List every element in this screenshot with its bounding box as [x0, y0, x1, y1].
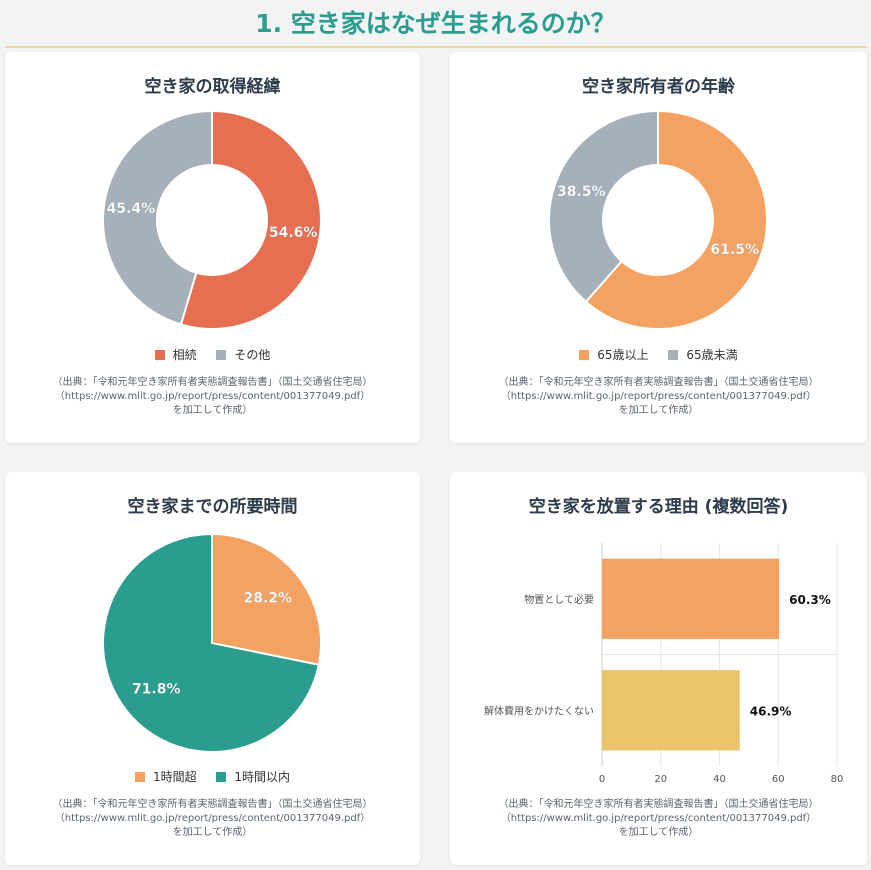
chart-title: 空き家所有者の年齢 — [582, 77, 735, 97]
slice-data-label: 71.8% — [132, 682, 181, 698]
legend-item[interactable]: 1時間超 — [134, 768, 197, 785]
x-tick-label: 0 — [599, 774, 605, 785]
slice-data-label: 61.5% — [710, 242, 759, 258]
bar[interactable] — [602, 670, 740, 751]
legend-item[interactable]: その他 — [216, 346, 270, 363]
source-line: （https://www.mlit.go.jp/report/press/con… — [500, 391, 817, 402]
donut-chart-acquisition: 54.6% 45.4% — [102, 109, 322, 330]
source-line: （出典：「令和元年空き家所有者実態調査報告書」（国土交通省住宅局） — [52, 377, 373, 388]
legend-item[interactable]: 相続 — [154, 346, 197, 363]
y-category-label: 物置として必要 — [524, 593, 594, 606]
source-note: （出典：「令和元年空き家所有者実態調査報告書」（国土交通省住宅局） （https… — [5, 798, 420, 840]
legend-swatch — [134, 771, 145, 782]
source-line: （https://www.mlit.go.jp/report/press/con… — [500, 813, 817, 824]
pie-slice[interactable] — [584, 109, 768, 330]
slice-data-label: 54.6% — [269, 225, 318, 241]
bar[interactable] — [602, 558, 780, 639]
page-title: 1. 空き家はなぜ生まれるのか？ — [255, 9, 616, 38]
legend-label: 1時間超 — [152, 770, 197, 784]
source-line: （出典：「令和元年空き家所有者実態調査報告書」（国土交通省住宅局） — [498, 799, 819, 810]
bar-chart-neglect-reasons: 0 20 40 60 80 物置として必要 60.3% 解体費用をかけたくない 46.9% — [484, 543, 844, 785]
chart-title: 空き家を放置する理由 (複数回答) — [528, 497, 789, 517]
pie-slice[interactable] — [211, 532, 322, 666]
chart-legend: 1時間超 1時間以内 — [5, 768, 420, 785]
title-divider — [5, 46, 867, 48]
chart-card-owner-age: 空き家所有者の年齢 61.5% 38.5% 65歳以上 65歳未満 （出典：「令和… — [450, 52, 867, 443]
chart-card-neglect-reasons: 空き家を放置する理由 (複数回答) 0 20 40 60 80 物置として必要 60.3% 解… — [450, 472, 867, 865]
legend-label: 65歳未満 — [686, 348, 738, 362]
legend-label: 1時間以内 — [234, 770, 291, 784]
pie-slice[interactable] — [102, 532, 320, 753]
legend-swatch — [668, 349, 679, 360]
source-line: を加工して作成） — [618, 405, 699, 416]
pie-slice[interactable] — [548, 109, 659, 304]
pie-slice[interactable] — [102, 109, 213, 326]
legend-swatch — [579, 349, 590, 360]
chart-title: 空き家の取得経緯 — [144, 77, 281, 97]
bar-data-label: 60.3% — [789, 593, 831, 607]
legend-swatch — [216, 771, 227, 782]
x-tick-label: 60 — [772, 774, 785, 785]
legend-label: 65歳以上 — [597, 348, 649, 362]
x-tick-label: 80 — [831, 774, 844, 785]
x-tick-label: 40 — [713, 774, 726, 785]
source-line: （https://www.mlit.go.jp/report/press/con… — [54, 813, 371, 824]
source-line: を加工して作成） — [172, 405, 253, 416]
source-line: （https://www.mlit.go.jp/report/press/con… — [54, 391, 371, 402]
chart-title: 空き家までの所要時間 — [127, 497, 298, 517]
slice-data-label: 28.2% — [243, 590, 292, 606]
x-tick-label: 20 — [654, 774, 667, 785]
source-note: （出典：「令和元年空き家所有者実態調査報告書」（国土交通省住宅局） （https… — [450, 798, 867, 840]
pie-slice[interactable] — [179, 109, 322, 330]
slice-data-label: 45.4% — [107, 201, 156, 217]
donut-chart-owner-age: 61.5% 38.5% — [548, 109, 768, 330]
source-line: （出典：「令和元年空き家所有者実態調査報告書」（国土交通省住宅局） — [498, 377, 819, 388]
source-line: を加工して作成） — [618, 827, 699, 838]
legend-swatch — [216, 349, 227, 360]
legend-swatch — [154, 349, 165, 360]
legend-item[interactable]: 1時間以内 — [216, 768, 290, 785]
chart-legend: 65歳以上 65歳未満 — [450, 346, 867, 363]
source-line: （出典：「令和元年空き家所有者実態調査報告書」（国土交通省住宅局） — [52, 799, 373, 810]
source-note: （出典：「令和元年空き家所有者実態調査報告書」（国土交通省住宅局） （https… — [450, 376, 867, 418]
legend-item[interactable]: 65歳未満 — [668, 346, 738, 363]
source-note: （出典：「令和元年空き家所有者実態調査報告書」（国土交通省住宅局） （https… — [5, 376, 420, 418]
y-category-label: 解体費用をかけたくない — [484, 704, 594, 717]
pie-chart-travel-time: 28.2% 71.8% — [102, 532, 322, 753]
legend-item[interactable]: 65歳以上 — [579, 346, 649, 363]
chart-legend: 相続 その他 — [5, 346, 420, 363]
bar-data-label: 46.9% — [750, 704, 792, 718]
chart-card-acquisition: 空き家の取得経緯 54.6% 45.4% 相続 その他 （出典：「令和元年空き家所… — [5, 52, 420, 443]
legend-label: その他 — [234, 348, 271, 362]
chart-card-travel-time: 空き家までの所要時間 28.2% 71.8% 1時間超 1時間以内 （出典：「令和… — [5, 472, 420, 865]
source-line: を加工して作成） — [172, 827, 253, 838]
slice-data-label: 38.5% — [557, 184, 606, 200]
legend-label: 相続 — [172, 348, 197, 362]
